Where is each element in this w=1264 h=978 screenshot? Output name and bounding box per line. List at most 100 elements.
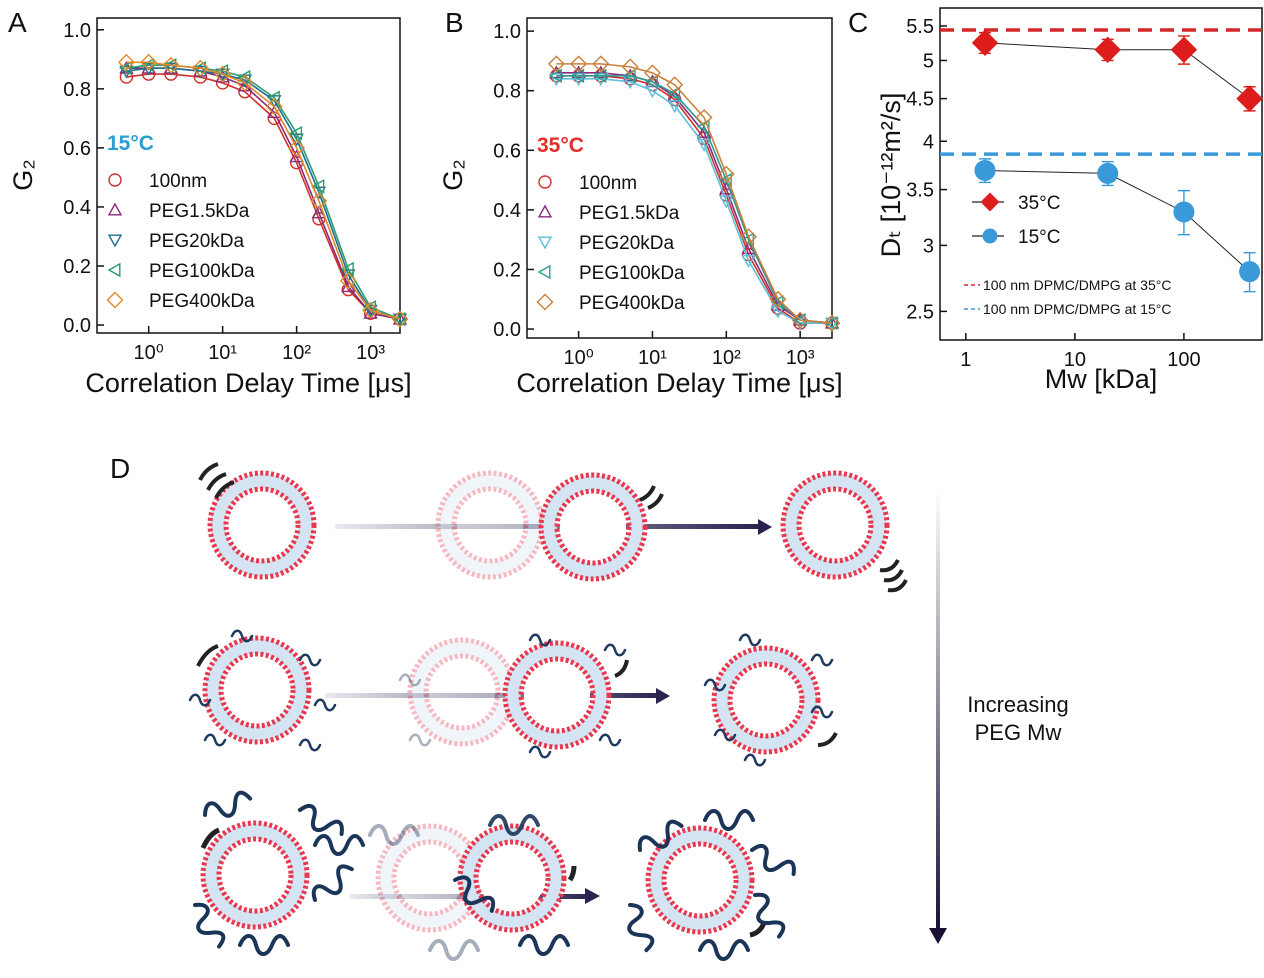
marker <box>621 58 639 76</box>
x-tick-label: 10¹ <box>638 347 667 369</box>
marker <box>118 60 132 76</box>
marker <box>192 60 206 76</box>
marker <box>288 139 306 157</box>
legend-label: PEG100kDa <box>579 263 685 284</box>
marker <box>266 90 280 105</box>
y-tick-label: 0.0 <box>63 315 91 337</box>
annotation: 15°C <box>107 132 154 155</box>
marker <box>362 301 380 319</box>
x-axis-label: Correlation Delay Time [μs] <box>85 368 411 398</box>
series-line <box>984 169 1250 273</box>
y-tick-label: 0.8 <box>63 79 91 101</box>
y-tick-label: 5.5 <box>906 16 934 38</box>
marker <box>310 192 328 210</box>
y-tick-label: 0.6 <box>63 138 91 160</box>
marker <box>392 311 406 327</box>
reference-label: 100 nm DPMC/DMPG at 15°C <box>983 301 1171 317</box>
trend-arrow <box>936 490 940 930</box>
marker <box>718 172 732 188</box>
marker <box>592 55 610 73</box>
x-tick-label: 10³ <box>356 342 385 364</box>
marker <box>1173 201 1195 223</box>
marker <box>1094 36 1121 63</box>
marker <box>719 195 734 209</box>
legend-marker <box>537 204 553 218</box>
y-tick-label: 1.0 <box>493 21 521 43</box>
marker <box>140 53 158 71</box>
legend-label: PEG20kDa <box>579 233 674 254</box>
marker <box>593 73 609 87</box>
y-tick-label: 0.8 <box>493 81 521 103</box>
x-tick-label: 10 <box>1064 349 1086 371</box>
caption: Increasing <box>967 692 1069 717</box>
vesicle <box>205 638 309 742</box>
y-tick-label: 0.2 <box>63 256 91 278</box>
marker <box>141 62 156 76</box>
x-tick-label: 10² <box>282 342 311 364</box>
y-tick-label: 2.5 <box>906 301 934 323</box>
y-tick-label: 0.4 <box>493 200 521 222</box>
y-axis-label: Dₜ [10⁻¹²m²/s] <box>876 93 906 258</box>
marker <box>340 261 354 277</box>
legend-marker <box>537 236 553 250</box>
y-axis-label: G₂ <box>8 159 38 190</box>
legend-label: PEG100kDa <box>149 261 255 282</box>
y-tick-label: 3 <box>923 235 934 257</box>
motion-lines <box>198 462 908 593</box>
marker <box>571 73 586 87</box>
y-tick-label: 0.6 <box>493 140 521 162</box>
vesicle-ghost <box>410 640 514 744</box>
marker <box>824 317 840 331</box>
y-tick-label: 0.2 <box>493 259 521 281</box>
marker <box>623 76 638 90</box>
x-tick-label: 100 <box>1167 349 1200 371</box>
marker <box>1097 162 1119 184</box>
motion-lines <box>196 644 838 747</box>
vesicle <box>203 823 307 927</box>
marker <box>645 85 660 99</box>
vesicle <box>648 828 752 932</box>
marker <box>547 55 565 73</box>
y-tick-label: 3.5 <box>906 180 934 202</box>
marker <box>791 311 809 329</box>
y-tick-label: 4.5 <box>906 89 934 111</box>
legend-label: PEG20kDa <box>149 231 244 252</box>
marker <box>593 68 607 83</box>
legend-marker <box>107 262 121 278</box>
marker <box>1239 261 1261 283</box>
marker <box>289 125 303 141</box>
series-line <box>556 75 833 324</box>
marker <box>117 53 135 71</box>
series-line <box>556 72 833 324</box>
marker <box>741 241 756 255</box>
legend-marker <box>107 202 123 216</box>
y-tick-label: 4 <box>923 131 934 153</box>
marker <box>265 98 283 116</box>
x-axis-label: Mw [kDa] <box>1045 364 1158 394</box>
marker <box>741 255 756 268</box>
marker <box>1236 85 1263 112</box>
marker <box>696 138 712 152</box>
plot-frame <box>96 17 401 334</box>
marker <box>1170 36 1198 63</box>
arrow-head <box>585 888 600 904</box>
vesicle <box>714 648 818 752</box>
legend-marker <box>108 173 122 187</box>
y-tick-label: 0.0 <box>493 319 521 341</box>
x-tick-label: 1 <box>960 349 971 371</box>
marker <box>549 73 564 87</box>
x-tick-label: 10⁰ <box>134 342 164 364</box>
series-line <box>556 75 832 324</box>
marker <box>823 314 841 332</box>
marker <box>740 228 758 246</box>
marker <box>392 313 408 327</box>
legend-marker <box>107 234 123 248</box>
y-axis-label: G₂ <box>438 159 468 190</box>
marker <box>162 56 180 74</box>
marker <box>717 165 735 183</box>
y-tick-label: 5 <box>923 50 934 72</box>
marker <box>339 272 357 290</box>
marker <box>236 74 254 92</box>
